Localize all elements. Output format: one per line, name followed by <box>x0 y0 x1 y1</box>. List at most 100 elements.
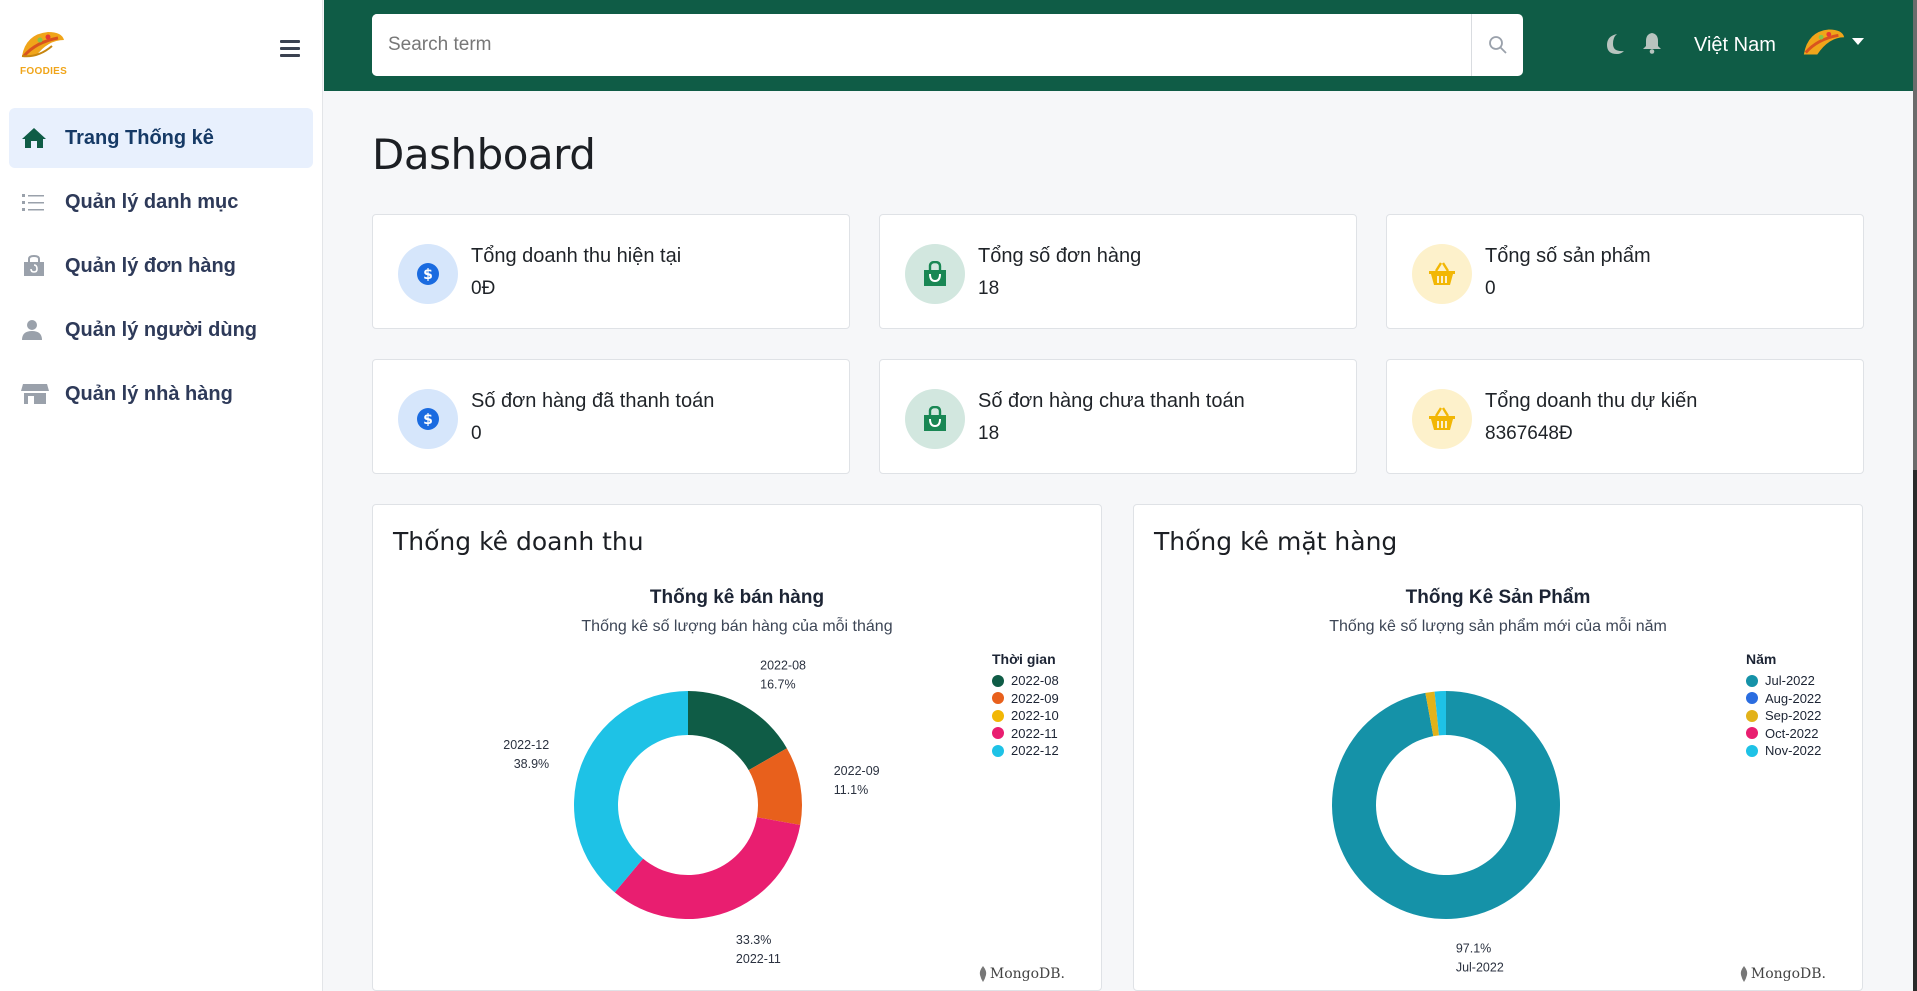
data-label: 97.1% <box>1456 941 1491 955</box>
chart-legend: Thời gian 2022-08 2022-09 2022-10 2022-11 20… <box>992 651 1059 760</box>
stat-card-expected-revenue: Tổng doanh thu dự kiến 8367648Đ <box>1386 359 1864 474</box>
stat-icon-circle <box>905 244 965 304</box>
pie-slice-Sep-2022[interactable] <box>1425 691 1439 737</box>
pie-slice-2022-11[interactable] <box>614 817 801 919</box>
svg-text:$: $ <box>423 412 433 428</box>
legend-item[interactable]: 2022-09 <box>992 690 1059 708</box>
legend-item[interactable]: Oct-2022 <box>1746 725 1821 743</box>
stat-icon-circle: $ <box>398 244 458 304</box>
watermark-text: MongoDB. <box>989 966 1065 982</box>
panel-heading: Thống kê doanh thu <box>393 527 644 556</box>
legend-item[interactable]: 2022-10 <box>992 707 1059 725</box>
sidebar-item-users[interactable]: Quản lý người dùng <box>9 300 313 360</box>
sidebar-item-categories[interactable]: Quản lý danh mục <box>9 172 313 232</box>
watermark-text: MongoDB. <box>1750 966 1826 982</box>
legend-swatch <box>992 744 1004 757</box>
search-bar <box>372 14 1523 76</box>
legend-label: Sep-2022 <box>1765 708 1822 724</box>
foodies-logo[interactable]: FOODIES <box>18 26 68 80</box>
menu-toggle-button[interactable] <box>280 40 300 58</box>
legend-item[interactable]: Nov-2022 <box>1746 742 1821 760</box>
sidebar-item-label: Quản lý người dùng <box>65 318 258 341</box>
stat-label: Số đơn hàng đã thanh toán <box>471 390 715 412</box>
products-panel: Thống kê mặt hàng Thống Kê Sản Phẩm Thốn… <box>1133 504 1863 991</box>
search-input[interactable] <box>372 14 1471 76</box>
home-icon <box>21 126 53 150</box>
legend-item[interactable]: Jul-2022 <box>1746 672 1821 690</box>
data-label: 33.3% <box>736 933 771 947</box>
panel-heading: Thống kê mặt hàng <box>1154 527 1398 556</box>
stat-label: Tổng số sản phẩm <box>1485 245 1651 267</box>
chevron-down-icon[interactable] <box>1852 38 1864 45</box>
legend-label: 2022-11 <box>1011 725 1058 741</box>
chart-subtitle: Thống kê số lượng sản phẩm mới của mỗi n… <box>1329 618 1667 635</box>
sidebar: FOODIES Trang Thống kê Quản lý danh mục … <box>0 0 323 991</box>
country-selector[interactable]: Việt Nam <box>1694 34 1776 56</box>
sales-donut-chart: 2022-08 16.7% 2022-09 11.1% 33.3% 2022-11 2022… <box>503 658 879 966</box>
pie-slice-2022-09[interactable] <box>748 748 802 825</box>
hamburger-line <box>280 47 300 50</box>
legend-label: Jul-2022 <box>1765 673 1815 689</box>
legend-swatch <box>1746 692 1758 705</box>
mongodb-leaf-icon <box>1740 966 1748 982</box>
search-button[interactable] <box>1471 14 1523 76</box>
legend-item[interactable]: 2022-11 <box>992 725 1059 743</box>
data-label: 2022-12 <box>503 738 549 752</box>
user-icon <box>21 318 53 342</box>
store-icon <box>21 382 53 406</box>
legend-label: Oct-2022 <box>1765 725 1819 741</box>
hamburger-icon <box>280 40 300 43</box>
stat-icon-circle <box>905 389 965 449</box>
mongodb-leaf-icon <box>979 966 987 982</box>
scrollbar-thumb[interactable] <box>1913 0 1917 470</box>
legend-label: 2022-08 <box>1011 673 1059 689</box>
legend-items: 2022-08 2022-09 2022-10 2022-11 2022-12 <box>992 672 1059 760</box>
sidebar-item-dashboard[interactable]: Trang Thống kê <box>9 108 313 168</box>
taco-logo-icon <box>21 32 64 58</box>
data-label: 2022-08 <box>760 658 806 672</box>
sidebar-item-label: Quản lý nhà hàng <box>65 382 233 405</box>
legend-title: Thời gian <box>992 651 1056 667</box>
pie-slice-Jul-2022[interactable] <box>1332 691 1560 919</box>
legend-label: 2022-12 <box>1011 743 1059 759</box>
stat-icon-circle: $ <box>398 389 458 449</box>
svg-text:$: $ <box>423 267 433 283</box>
legend-item[interactable]: Sep-2022 <box>1746 707 1821 725</box>
legend-swatch <box>1746 674 1758 687</box>
stat-card-unpaid-orders: Số đơn hàng chưa thanh toán 18 <box>879 359 1357 474</box>
legend-swatch <box>992 727 1004 740</box>
dollar-icon: $ <box>417 408 439 430</box>
products-donut-chart: 97.1% Jul-2022 <box>1332 691 1560 974</box>
shopping-bag-icon <box>924 406 946 431</box>
legend-items: Jul-2022 Aug-2022 Sep-2022 Oct-2022 Nov-2022 <box>1746 672 1821 760</box>
legend-item[interactable]: Aug-2022 <box>1746 690 1821 708</box>
stat-card-total-products: Tổng số sản phẩm 0 <box>1386 214 1864 329</box>
taco-avatar-icon <box>1803 29 1845 55</box>
top-navbar: Việt Nam <box>324 0 1913 91</box>
scrollbar[interactable] <box>1913 0 1917 991</box>
pie-slice-2022-12[interactable] <box>574 691 688 893</box>
legend-item[interactable]: 2022-12 <box>992 742 1059 760</box>
hamburger-line <box>280 54 300 57</box>
basket-icon <box>1429 407 1455 430</box>
data-label: 38.9% <box>514 757 549 771</box>
pie-slice-Nov-2022[interactable] <box>1434 691 1446 736</box>
pie-slice-2022-08[interactable] <box>688 691 787 771</box>
notifications-button[interactable] <box>1642 32 1662 59</box>
stat-label: Tổng doanh thu dự kiến <box>1485 390 1698 412</box>
avatar[interactable] <box>1800 22 1848 64</box>
stat-card-current-revenue: $ Tổng doanh thu hiện tại 0Đ <box>372 214 850 329</box>
search-icon <box>1488 36 1507 54</box>
page-title: Dashboard <box>372 130 596 179</box>
legend-label: 2022-10 <box>1011 708 1059 724</box>
sidebar-item-orders[interactable]: Quản lý đơn hàng <box>9 236 313 296</box>
stat-icon-circle <box>1412 389 1472 449</box>
sidebar-item-restaurants[interactable]: Quản lý nhà hàng <box>9 364 313 424</box>
chart-subtitle: Thống kê số lượng bán hàng của mỗi tháng <box>581 618 893 635</box>
mongodb-watermark: MongoDB. <box>1740 966 1826 982</box>
legend-item[interactable]: 2022-08 <box>992 672 1059 690</box>
dark-mode-toggle[interactable] <box>1603 32 1625 61</box>
data-label: 2022-11 <box>736 952 781 966</box>
legend-label: 2022-09 <box>1011 690 1059 706</box>
chart-title: Thống kê bán hàng <box>649 587 825 608</box>
